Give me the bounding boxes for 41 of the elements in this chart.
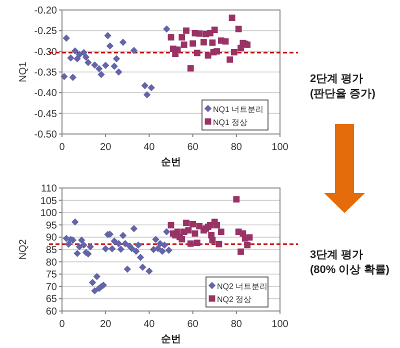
- y-tick-label: 65: [46, 294, 58, 306]
- y-tick-label: 105: [40, 196, 58, 207]
- text: (판단율 증가): [310, 88, 376, 100]
- y-tick-label: 80: [46, 257, 58, 268]
- y-tick-label: 70: [46, 282, 58, 293]
- text: 3단계 평가: [310, 249, 364, 261]
- y-tick-label: -0.20: [34, 6, 58, 16]
- y-tick-label: -0.50: [34, 130, 58, 140]
- x-tick-label: 60: [187, 142, 199, 153]
- x-tick-label: 20: [100, 319, 112, 330]
- text: (80% 이상 확률): [310, 264, 390, 276]
- x-tick-label: 60: [187, 319, 199, 330]
- y-tick-label: 90: [46, 232, 58, 244]
- x-tick-label: 80: [230, 142, 242, 153]
- x-tick-label: 100: [272, 142, 289, 153]
- x-axis-title: 순번: [161, 157, 181, 168]
- y-axis-title: NQ2: [18, 238, 29, 260]
- x-tick-label: 0: [59, 319, 66, 330]
- x-axis-title: 순번: [161, 334, 181, 345]
- legend-label: NQ2 너트분리: [217, 282, 268, 291]
- y-axis-title: NQ1: [18, 61, 29, 82]
- x-tick-label: 80: [230, 319, 242, 330]
- y-tick-label: 100: [40, 208, 58, 220]
- x-tick-label: 100: [272, 319, 289, 330]
- legend-label: NQ2 정상: [217, 295, 252, 304]
- y-tick-label: -0.40: [34, 88, 58, 100]
- y-tick-label: -0.35: [34, 68, 58, 78]
- x-tick-label: 40: [144, 142, 156, 153]
- y-tick-label: 95: [46, 220, 58, 232]
- y-tick-label: -0.25: [34, 26, 58, 38]
- y-tick-label: 75: [46, 270, 58, 281]
- y-tick-label: 60: [46, 306, 58, 318]
- x-tick-label: 40: [144, 319, 156, 330]
- text: 2단계 평가: [310, 73, 364, 85]
- y-tick-label: 110: [41, 184, 58, 194]
- y-tick-label: 85: [46, 245, 58, 256]
- legend-label: NQ1 너트분리: [213, 105, 264, 114]
- legend-label: NQ1 정상: [213, 118, 248, 127]
- x-tick-label: 20: [100, 142, 112, 153]
- x-tick-label: 0: [59, 142, 66, 153]
- y-tick-label: -0.45: [34, 108, 58, 120]
